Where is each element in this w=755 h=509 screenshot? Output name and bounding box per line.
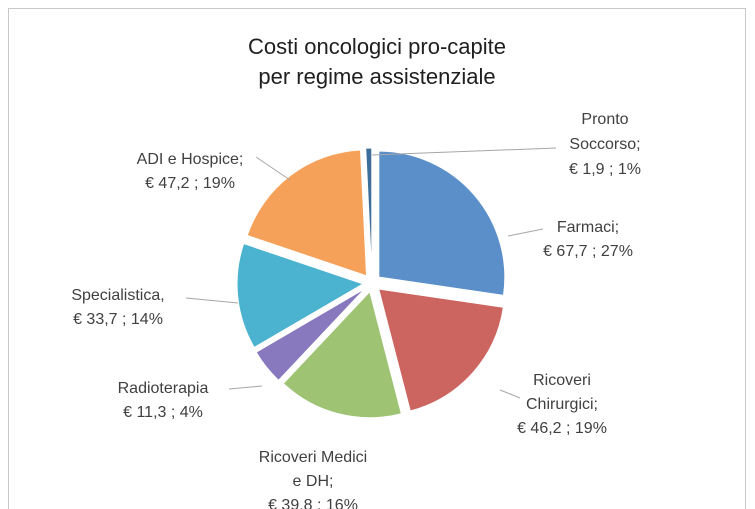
data-label-value: € 46,2 ; 19% <box>517 420 607 437</box>
data-label-value: € 47,2 ; 19% <box>145 175 235 192</box>
data-label-name: Specialistica, <box>71 287 164 304</box>
pie-slice <box>246 149 368 277</box>
pie-slice <box>236 242 365 349</box>
leader-line <box>507 228 544 237</box>
pie-slice <box>378 288 504 412</box>
data-label-name: Pronto <box>581 111 628 128</box>
data-label-name: Ricoveri <box>533 372 591 389</box>
leader-line <box>255 156 291 181</box>
pie-slice <box>282 290 402 419</box>
data-label-value: € 39,8 ; 16% <box>268 497 358 509</box>
leader-line <box>185 297 239 304</box>
data-label-name: Ricoveri Medici <box>259 449 367 466</box>
data-label-name: Soccorso; <box>569 136 640 153</box>
pie-slice <box>365 147 373 275</box>
leader-line <box>499 389 521 399</box>
data-label-value: € 33,7 ; 14% <box>73 311 163 328</box>
data-label-name: ADI e Hospice; <box>137 151 244 168</box>
chart-frame <box>8 8 746 509</box>
data-label-name: e DH; <box>293 473 334 490</box>
data-label-value: € 67,7 ; 27% <box>543 243 633 260</box>
data-label-name: Farmaci; <box>557 219 619 236</box>
data-label-value: € 11,3 ; 4% <box>123 404 203 421</box>
chart-title: Costi oncologici pro-capite <box>248 34 506 59</box>
data-label-value: € 1,9 ; 1% <box>569 161 641 178</box>
chart-title: per regime assistenziale <box>258 64 495 89</box>
data-label-name: Chirurgici; <box>526 396 598 413</box>
leader-line <box>228 385 263 390</box>
leader-line <box>371 147 557 156</box>
pie-slice <box>255 288 366 382</box>
data-label-name: Radioterapia <box>118 380 209 397</box>
